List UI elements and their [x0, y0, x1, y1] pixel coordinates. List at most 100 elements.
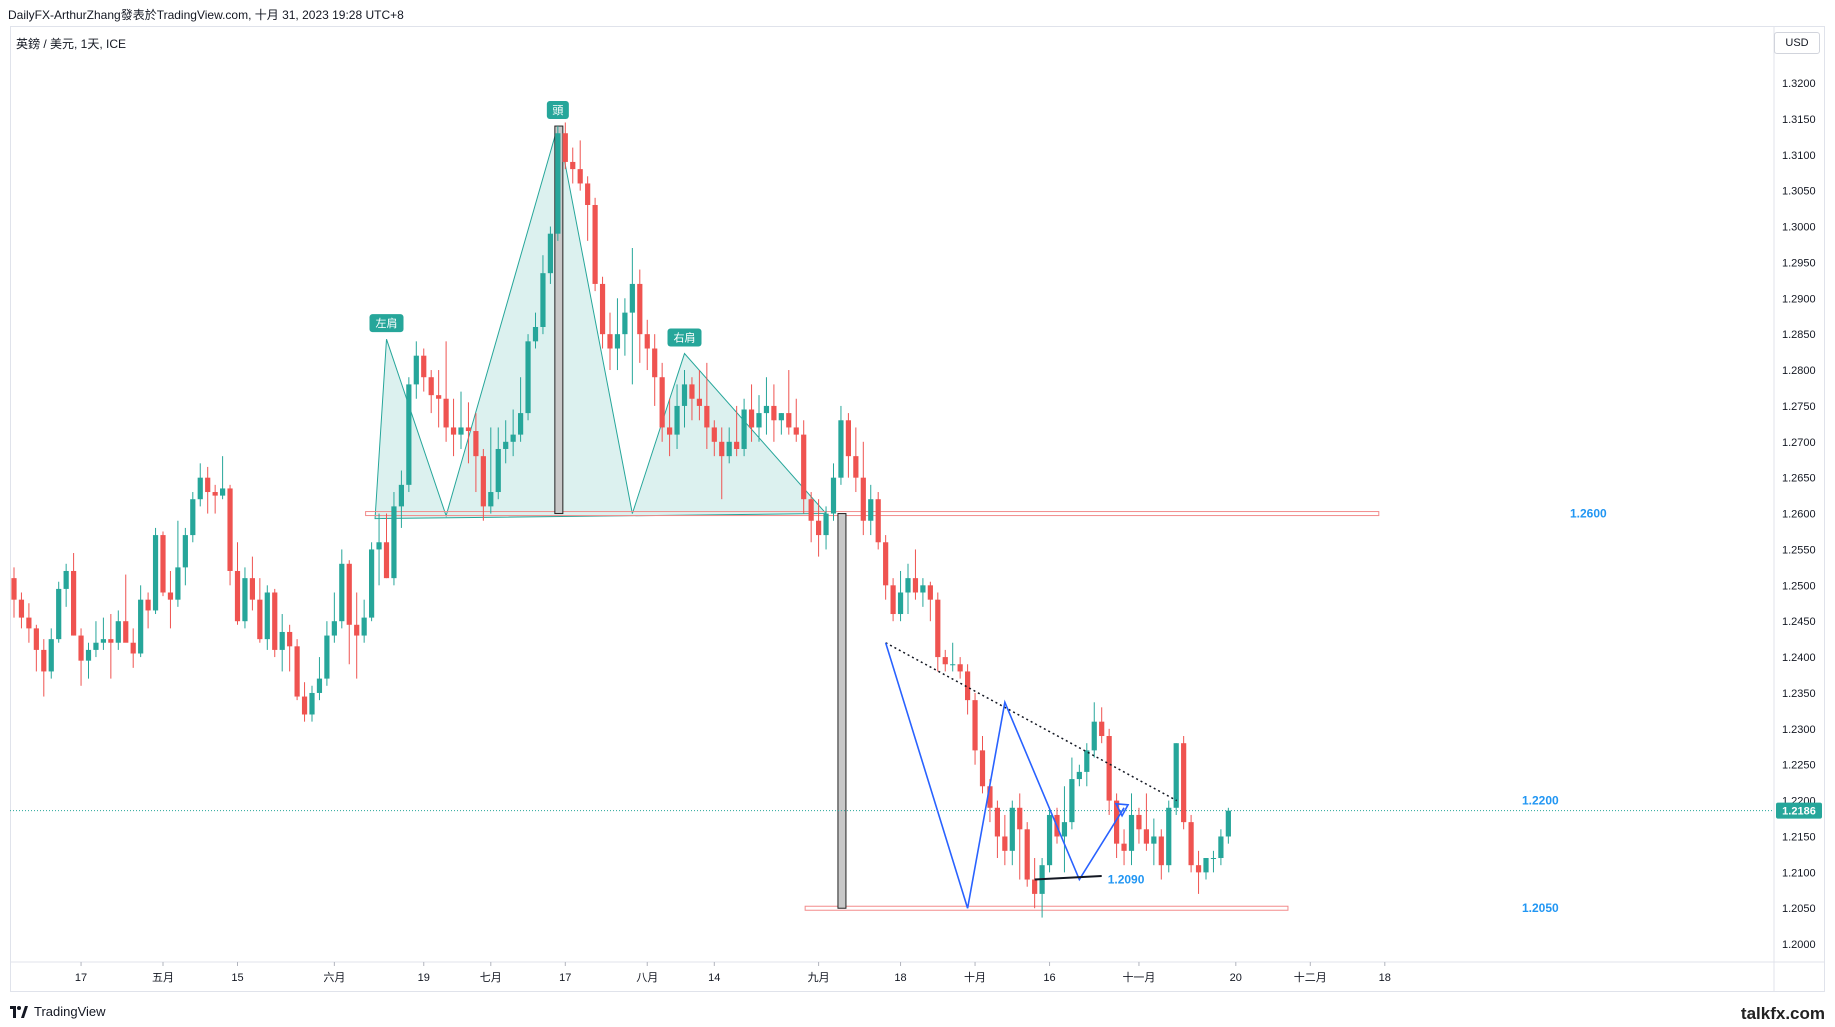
candle-body	[205, 477, 211, 493]
candle-body	[965, 671, 971, 701]
candle-body	[93, 642, 99, 650]
candle-body	[309, 692, 315, 715]
candle-body	[771, 405, 777, 421]
candle-body	[26, 617, 32, 629]
candle-body	[599, 283, 606, 335]
candle-body	[994, 807, 1000, 837]
candle-body	[56, 588, 62, 640]
candle-body	[495, 448, 501, 493]
candle-body	[354, 624, 360, 636]
candle-body	[11, 578, 17, 600]
candle-body	[629, 283, 635, 313]
candle-body	[480, 456, 486, 507]
candle-body	[748, 409, 755, 428]
candle-body	[167, 592, 174, 600]
candle-body	[830, 477, 837, 514]
candle-body	[413, 355, 419, 385]
candle-body	[488, 492, 494, 507]
time-tick-label: 18	[894, 972, 906, 984]
time-tick-label: 16	[1043, 972, 1055, 984]
pattern-label-text: 右肩	[674, 331, 696, 345]
price-tick-label: 1.2350	[1782, 688, 1816, 700]
candle-body	[145, 599, 151, 611]
candle-body	[458, 427, 464, 435]
price-tick-label: 1.2150	[1782, 831, 1816, 843]
candle-body	[1076, 771, 1082, 780]
candle-body	[711, 427, 717, 442]
candle-body	[197, 477, 203, 500]
time-tick-label: 十二月	[1294, 970, 1327, 984]
price-tick-label: 1.3050	[1782, 186, 1816, 198]
candle-body	[816, 520, 822, 536]
tradingview-logo-text: TradingView	[34, 1004, 106, 1019]
price-tick-label: 1.3200	[1782, 78, 1816, 90]
candle-body	[100, 639, 106, 643]
candle-body	[1128, 814, 1135, 851]
candle-body	[808, 499, 814, 521]
candle-body	[1225, 810, 1231, 837]
price-tick-label: 1.3150	[1782, 114, 1816, 126]
candle-body	[264, 592, 270, 640]
candle-body	[972, 700, 978, 751]
time-tick-label: 十一月	[1122, 970, 1155, 984]
level-label-1.2050: 1.2050	[1522, 901, 1559, 915]
candle-body	[152, 535, 159, 611]
measured-move-target	[837, 513, 847, 909]
candle-body	[220, 488, 226, 496]
candle-body	[316, 678, 323, 693]
time-tick-label: 17	[75, 972, 87, 984]
price-tick-label: 1.2850	[1782, 329, 1816, 341]
candle-body	[115, 621, 121, 643]
candle-body	[48, 639, 54, 672]
time-tick-label: 五月	[152, 972, 174, 984]
candle-body	[957, 664, 963, 672]
candle-body	[41, 649, 47, 672]
candle-body	[346, 563, 352, 625]
candle-body	[912, 578, 919, 593]
candle-body	[1181, 743, 1187, 823]
candle-body	[801, 434, 807, 500]
candle-body	[592, 204, 598, 284]
candle-body	[734, 441, 740, 449]
candle-body	[1046, 814, 1053, 866]
time-tick-label: 九月	[808, 971, 830, 984]
price-tick-label: 1.2300	[1782, 724, 1816, 736]
candle-body	[793, 427, 799, 435]
candle-body	[85, 649, 92, 661]
level-label-1.2090: 1.2090	[1108, 873, 1145, 887]
candle-body	[853, 456, 859, 478]
candle-body	[555, 133, 561, 234]
price-tick-label: 1.2100	[1782, 867, 1816, 879]
tradingview-logo[interactable]: TradingView	[10, 1004, 106, 1019]
candle-body	[383, 542, 390, 579]
candle-body	[726, 441, 732, 457]
descending-trendline	[885, 642, 1178, 802]
candle-body	[249, 578, 255, 600]
chart-frame	[10, 26, 1825, 992]
pattern-label-badge	[546, 101, 569, 120]
price-tick-label: 1.2500	[1782, 580, 1816, 592]
candle-body	[868, 499, 874, 521]
candle-body	[778, 413, 784, 421]
candle-body	[257, 599, 263, 640]
price-tick-label: 1.2000	[1782, 939, 1816, 951]
time-tick-label: 19	[418, 972, 430, 984]
candle-body	[652, 348, 658, 378]
candle-body	[838, 420, 844, 478]
symbol-label: 英鎊 / 美元, 1天, ICE	[16, 37, 127, 51]
time-tick-label: 17	[559, 972, 571, 984]
candle-body	[398, 484, 404, 507]
candle-body	[33, 628, 39, 650]
price-tick-label: 1.2750	[1782, 401, 1816, 413]
candle-body	[63, 570, 69, 589]
candle-body	[532, 326, 539, 342]
candle-body	[905, 578, 911, 593]
candle-body	[1091, 721, 1097, 751]
candle-body	[279, 631, 285, 650]
candle-body	[607, 334, 613, 349]
candle-body	[1210, 858, 1217, 860]
candle-body	[1032, 879, 1038, 894]
candle-body	[138, 599, 144, 654]
currency-button[interactable]: USD	[1774, 32, 1820, 54]
